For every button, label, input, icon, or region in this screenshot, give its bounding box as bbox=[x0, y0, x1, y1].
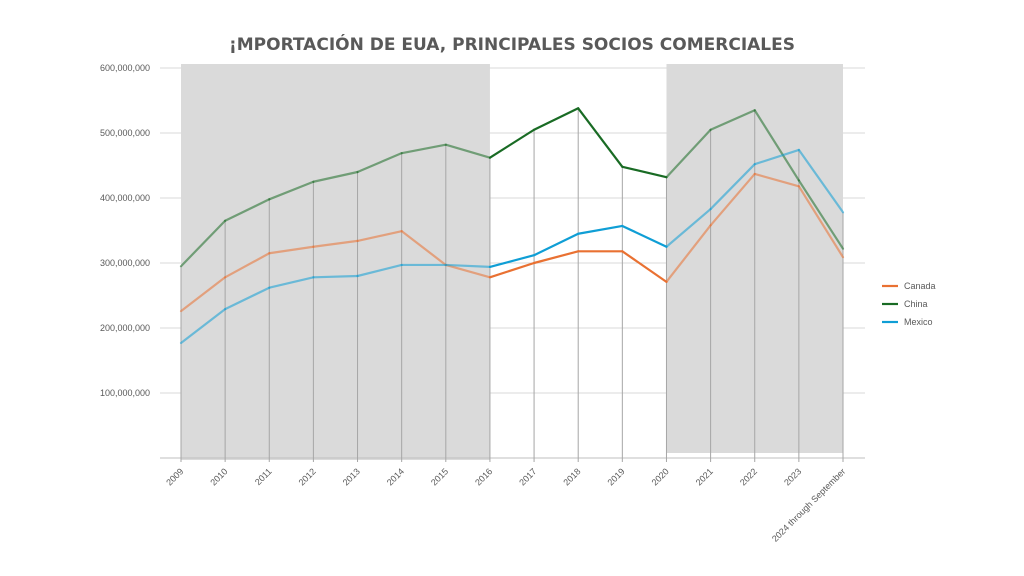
series-segment bbox=[532, 250, 580, 265]
series-segment bbox=[488, 254, 536, 268]
series-segment bbox=[356, 230, 403, 242]
series-segment bbox=[577, 224, 624, 235]
x-tick-label: 2023 bbox=[782, 466, 803, 487]
series-segment bbox=[444, 143, 492, 159]
series-segment bbox=[488, 128, 536, 159]
series-segment bbox=[444, 263, 492, 268]
series-segment bbox=[532, 107, 580, 131]
series-segment bbox=[179, 308, 227, 345]
series-segment bbox=[268, 180, 315, 201]
x-tick-label: 2013 bbox=[341, 466, 362, 487]
y-tick-label: 300,000,000 bbox=[100, 258, 150, 268]
x-tick-label: 2018 bbox=[561, 466, 582, 487]
chart-title: ¡MPORTACIÓN DE EUA, PRINCIPALES SOCIOS C… bbox=[229, 33, 795, 55]
series-segment bbox=[356, 152, 403, 174]
series-segment bbox=[179, 276, 227, 313]
series-segment bbox=[444, 263, 492, 279]
series-segment bbox=[753, 172, 800, 188]
series-segment bbox=[753, 148, 800, 166]
x-tick-label: 2016 bbox=[473, 466, 494, 487]
series-segment bbox=[356, 263, 403, 278]
series-segment bbox=[224, 198, 271, 222]
y-tick-label: 600,000,000 bbox=[100, 63, 150, 73]
series-segment bbox=[488, 261, 536, 279]
series-segment bbox=[179, 219, 227, 268]
x-tick-label: 2009 bbox=[164, 466, 185, 487]
series-segment bbox=[621, 224, 668, 248]
series-segment bbox=[665, 224, 712, 283]
legend-label: Canada bbox=[904, 281, 936, 291]
x-tick-label: 2011 bbox=[253, 466, 274, 487]
legend-label: China bbox=[904, 299, 928, 309]
y-tick-label: 100,000,000 bbox=[100, 388, 150, 398]
series-china bbox=[179, 107, 845, 268]
x-tick-label: 2019 bbox=[606, 466, 627, 487]
series-segment bbox=[797, 185, 845, 259]
series-segment bbox=[312, 170, 359, 183]
series-segment bbox=[665, 207, 712, 248]
x-tick-label: 2021 bbox=[694, 466, 715, 487]
series-segment bbox=[532, 232, 580, 257]
x-tick-label: 2010 bbox=[208, 466, 229, 487]
series-segment bbox=[709, 109, 756, 131]
series-segment bbox=[797, 179, 845, 250]
series-segment bbox=[312, 274, 359, 279]
legend-label: Mexico bbox=[904, 317, 933, 327]
series-segment bbox=[797, 148, 845, 214]
series-segment bbox=[577, 107, 624, 168]
shaded-region bbox=[181, 64, 490, 460]
series-segment bbox=[400, 230, 447, 267]
series-segment bbox=[268, 276, 315, 289]
series-segment bbox=[753, 109, 800, 182]
series-segment bbox=[400, 143, 447, 155]
series-segment bbox=[312, 239, 359, 248]
series-segment bbox=[621, 250, 668, 283]
series-canada bbox=[179, 172, 845, 313]
x-tick-label: 2022 bbox=[738, 466, 759, 487]
x-tick-label: 2024 through September bbox=[770, 466, 847, 543]
x-tick-label: 2020 bbox=[650, 466, 671, 487]
x-tick-label: 2014 bbox=[385, 466, 406, 487]
x-tick-label: 2015 bbox=[429, 466, 450, 487]
y-tick-label: 400,000,000 bbox=[100, 193, 150, 203]
series-segment bbox=[224, 252, 271, 279]
series-segment bbox=[709, 172, 756, 227]
y-tick-label: 500,000,000 bbox=[100, 128, 150, 138]
y-tick-label: 200,000,000 bbox=[100, 323, 150, 333]
series-segment bbox=[224, 286, 271, 311]
x-tick-label: 2012 bbox=[297, 466, 318, 487]
series-segment bbox=[665, 128, 712, 179]
series-segment bbox=[268, 245, 315, 255]
x-tick-label: 2017 bbox=[517, 466, 538, 487]
series-segment bbox=[709, 163, 756, 211]
series-segment bbox=[621, 165, 668, 179]
series-mexico bbox=[179, 148, 845, 345]
